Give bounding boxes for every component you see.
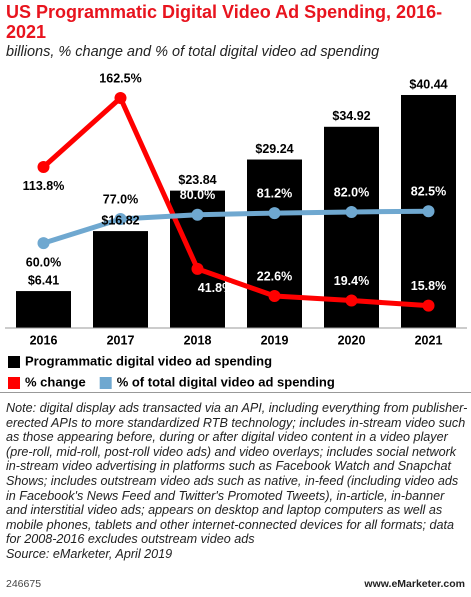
data-label: 15.8% [411,279,446,293]
bar [16,291,71,328]
legend-label: % of total digital video ad spending [117,374,335,389]
chart: $6.41 $16.82 $23.84 $29.24 $34.92 $40.44 113.8… [5,71,467,389]
legend-swatch [8,377,20,389]
x-tick-label: 2018 [184,333,212,347]
data-label: 41.8% [198,281,233,295]
point [422,299,435,312]
data-label: $23.84 [178,173,216,187]
legend-swatch [8,356,20,368]
data-label: $6.41 [28,273,59,287]
legend-swatch [99,377,112,389]
data-label: $29.24 [255,142,293,156]
source: Source: eMarketer, April 2019 [6,546,173,561]
note: Note: digital display ads transacted via… [6,401,468,562]
bar [324,126,379,329]
x-tick-label: 2017 [107,333,135,347]
data-label: $40.44 [409,77,447,91]
chart-title: US Programmatic Digital Video Ad Spendin… [6,2,443,42]
bar [93,231,148,328]
legend-label: % change [25,374,86,389]
data-label: $34.92 [332,109,370,123]
data-label: 113.8% [23,179,65,193]
data-label: 77.0% [103,192,138,206]
point [345,294,358,307]
x-tick-label: 2019 [261,333,289,347]
point [268,290,281,303]
data-label: 82.5% [411,185,446,199]
point [114,92,127,105]
data-label: $16.82 [101,213,139,227]
point [422,205,435,218]
data-label: 82.0% [334,185,369,199]
legend-label: Programmatic digital video ad spending [25,353,272,368]
point [345,205,358,218]
point [37,160,50,173]
point [37,237,50,250]
data-label: 60.0% [26,255,61,269]
bar [247,159,302,328]
chart-subtitle: billions, % change and % of total digita… [6,44,380,60]
data-label: 162.5% [99,71,141,85]
x-tick-label: 2020 [338,333,366,347]
point [191,262,204,275]
data-label: 81.2% [257,186,292,200]
x-tick-label: 2016 [30,333,58,347]
line [41,95,429,309]
brand: www.eMarketer.com [364,578,465,590]
point [114,213,127,226]
note-text: Note: digital display ads transacted via… [6,401,468,547]
x-tick-label: 2021 [415,333,443,347]
line [42,208,429,246]
data-label: 80.0% [180,188,215,202]
data-label: 19.4% [334,274,369,288]
data-label: 22.6% [257,269,292,283]
point [268,207,281,220]
chart-id: 246675 [6,578,42,590]
point [191,208,204,221]
divider [0,392,471,393]
